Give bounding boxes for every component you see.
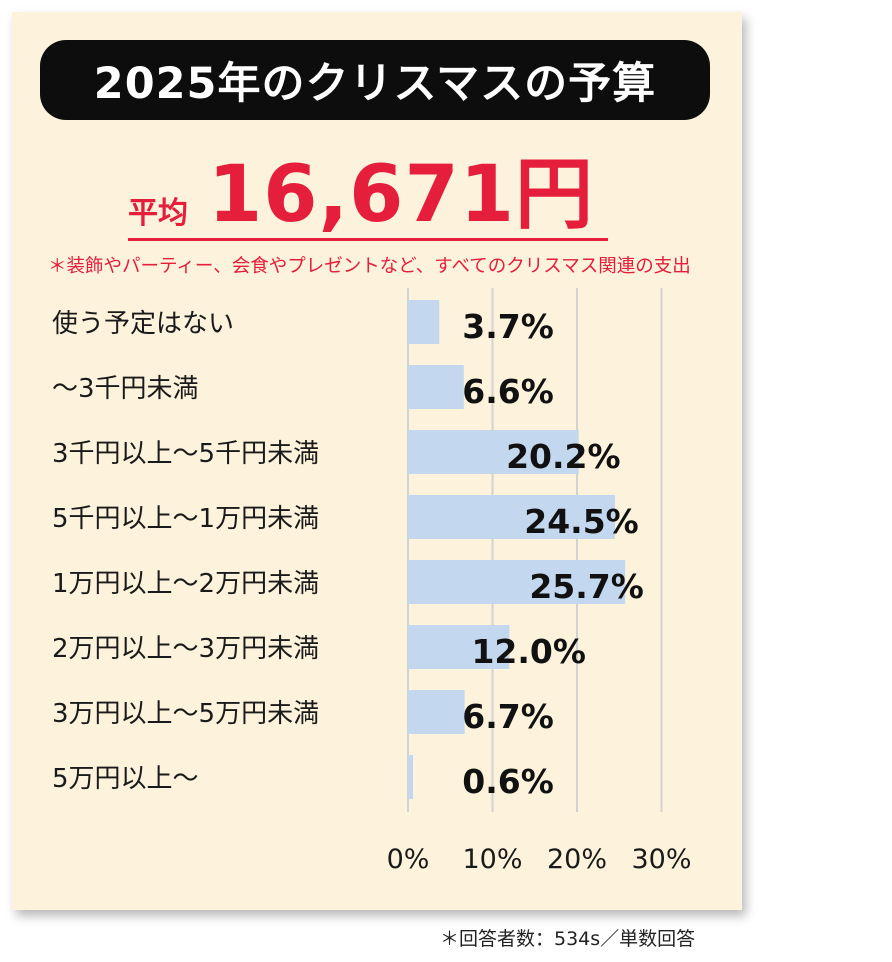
- bar-4: [408, 560, 626, 604]
- bar-3: [408, 495, 616, 539]
- value-label-7: 0.6%: [462, 762, 554, 801]
- bar-0: [408, 300, 440, 344]
- value-label-5: 12.0%: [471, 632, 586, 671]
- title-bar: 2025年のクリスマスの予算: [40, 40, 710, 120]
- category-label-6: 3万円以上～5万円未満: [52, 699, 319, 729]
- value-label-1: 6.6%: [462, 372, 554, 411]
- average-value: 16,671円: [208, 150, 594, 240]
- category-label-5: 2万円以上～3万円未満: [52, 634, 319, 664]
- bar-5: [408, 625, 510, 669]
- category-label-7: 5万円以上～: [52, 764, 199, 794]
- value-label-2: 20.2%: [506, 437, 621, 476]
- respondent-footnote: ＊回答者数：534s／単数回答: [440, 928, 696, 950]
- average-block: 平均 16,671円: [128, 150, 608, 242]
- average-label: 平均: [128, 196, 188, 231]
- chart-card: [12, 12, 742, 910]
- x-tick-label-0: 0%: [387, 844, 430, 875]
- chart-title: 2025年のクリスマスの予算: [93, 59, 657, 109]
- x-tick-label-2: 20%: [547, 844, 607, 875]
- bar-7: [408, 755, 414, 799]
- average-underline: [128, 238, 608, 241]
- value-label-4: 25.7%: [529, 567, 644, 606]
- value-label-6: 6.7%: [462, 697, 554, 736]
- category-label-3: 5千円以上～1万円未満: [52, 504, 319, 534]
- value-label-0: 3.7%: [462, 307, 554, 346]
- x-tick-label-3: 30%: [631, 844, 691, 875]
- category-label-0: 使う予定はない: [52, 309, 234, 339]
- bar-1: [408, 365, 464, 409]
- category-label-4: 1万円以上～2万円未満: [52, 569, 319, 599]
- spending-note: ＊装飾やパーティー、会食やプレゼントなど、すべてのクリスマス関連の支出: [48, 256, 691, 277]
- bar-6: [408, 690, 465, 734]
- bar-2: [408, 430, 579, 474]
- category-label-1: ～3千円未満: [52, 374, 199, 404]
- x-tick-label-1: 10%: [462, 844, 522, 875]
- value-label-3: 24.5%: [524, 502, 639, 541]
- category-label-2: 3千円以上～5千円未満: [52, 439, 319, 469]
